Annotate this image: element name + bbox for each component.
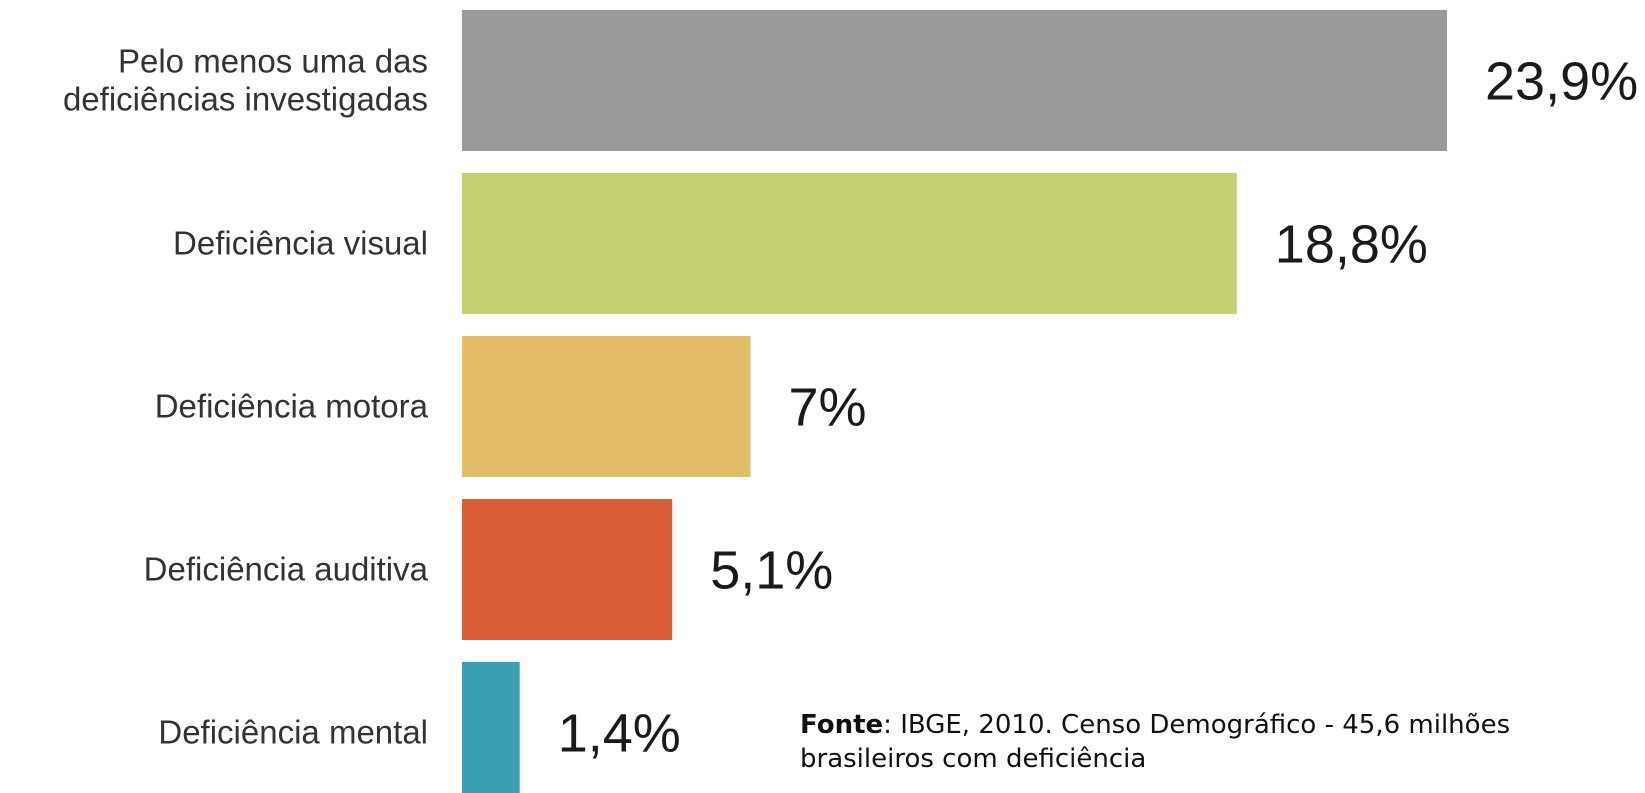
category-label-3: Deficiência auditiva xyxy=(144,551,429,588)
source-text-line2: brasileiros com deficiência xyxy=(800,744,1147,774)
category-label-4: Deficiência mental xyxy=(158,714,428,751)
category-label-line: deficiências investigadas xyxy=(63,81,428,118)
bar-0 xyxy=(462,10,1447,151)
source-separator: : xyxy=(883,710,901,740)
bar-3 xyxy=(462,499,673,640)
value-label-0: 23,9% xyxy=(1485,52,1638,112)
source-text: IBGE, 2010. Censo Demográfico - 45,6 mil… xyxy=(900,710,1511,740)
source-note: Fonte: IBGE, 2010. Censo Demográfico - 4… xyxy=(800,708,1510,776)
value-label-1: 18,8% xyxy=(1275,215,1428,275)
category-label-line: Deficiência motora xyxy=(155,388,429,425)
category-label-line: Deficiência visual xyxy=(173,225,428,262)
category-label-2: Deficiência motora xyxy=(155,388,429,425)
category-label-line: Deficiência mental xyxy=(158,714,428,751)
category-label-0: Pelo menos uma das deficiências investiga… xyxy=(63,43,428,118)
bar-4 xyxy=(462,662,520,793)
value-label-3: 5,1% xyxy=(710,541,833,601)
category-label-1: Deficiência visual xyxy=(173,225,428,262)
category-label-line: Deficiência auditiva xyxy=(144,551,429,588)
bar-1 xyxy=(462,173,1237,314)
source-label: Fonte xyxy=(800,710,884,740)
category-label-line: Pelo menos uma das xyxy=(118,43,428,80)
value-label-2: 7% xyxy=(788,378,866,438)
bar-2 xyxy=(462,336,751,477)
value-label-4: 1,4% xyxy=(558,704,681,764)
